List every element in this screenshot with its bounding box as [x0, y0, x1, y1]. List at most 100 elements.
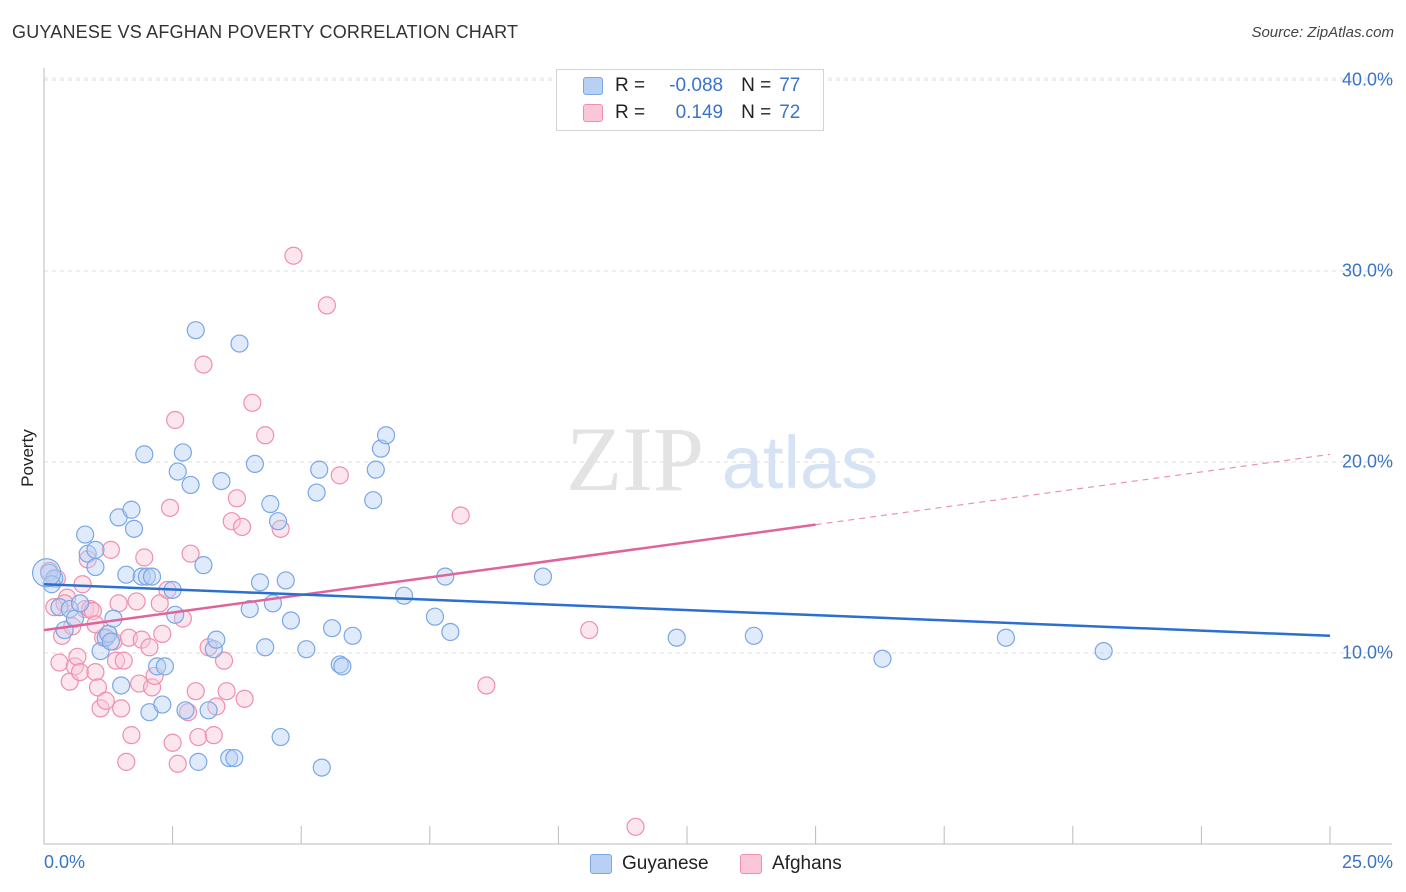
guyanese-point — [124, 519, 144, 538]
afghans-trend-line-extension — [815, 453, 1331, 526]
afghans-point — [222, 512, 241, 531]
guyanese-point — [271, 727, 290, 747]
guyanese-point — [1094, 641, 1113, 661]
guyanese-point — [220, 748, 239, 768]
afghans-point — [132, 630, 151, 649]
afghans-point — [330, 466, 349, 485]
afghans-point — [140, 638, 159, 657]
guyanese-point — [281, 611, 301, 630]
guyanese-point — [343, 626, 362, 645]
guyanese-point — [330, 655, 349, 674]
y-tick-label: 10.0% — [1341, 642, 1393, 663]
trend-lines — [43, 453, 1331, 638]
afghans-point — [101, 540, 120, 559]
guyanese-point — [744, 626, 763, 645]
legend-item-guyanese[interactable]: Guyanese — [590, 850, 709, 878]
guyanese-point — [667, 628, 686, 647]
guyanese-point — [268, 512, 288, 531]
guyanese-point — [166, 605, 185, 624]
guyanese-point — [153, 695, 172, 714]
afghans-point — [86, 662, 105, 682]
guyanese-point — [276, 571, 295, 590]
guyanese-point-cluster — [31, 558, 62, 588]
guyanese-point — [168, 462, 187, 481]
afghans-point — [106, 651, 126, 670]
afghans-point — [235, 689, 254, 708]
guyanese-point — [322, 619, 342, 638]
guyanese-point — [142, 567, 162, 586]
guyanese-point — [70, 594, 90, 613]
afghans-point — [204, 726, 223, 745]
guyanese-point — [425, 607, 445, 626]
guyanese-point — [173, 443, 192, 462]
afghans-point — [78, 550, 97, 569]
afghans-point — [166, 410, 185, 430]
n-value: 77 — [779, 75, 801, 96]
afghans-point — [477, 676, 496, 695]
y-tick-label: 30.0% — [1341, 260, 1393, 281]
afghans-point — [243, 393, 262, 412]
afghans-point — [160, 498, 180, 517]
guyanese-point — [371, 439, 391, 458]
y-tick-label: 20.0% — [1341, 451, 1393, 472]
guyanese-point — [533, 567, 553, 586]
watermark: ZIP atlas — [566, 408, 878, 510]
afghans-point — [194, 355, 213, 374]
guyanese-point — [297, 640, 316, 659]
afghans-point — [181, 544, 200, 563]
guyanese-point — [122, 500, 141, 519]
r-label: R = — [615, 102, 646, 123]
guyanese-point — [135, 445, 154, 464]
legend-item-afghans[interactable]: Afghans — [740, 850, 842, 878]
guyanese-point — [189, 752, 208, 771]
guyanese-legend-swatch — [590, 854, 612, 874]
afghans-point — [88, 678, 108, 697]
gridlines — [44, 77, 1392, 654]
guyanese-point — [86, 540, 105, 559]
guyanese-point — [873, 649, 892, 668]
legend-label-guyanese: Guyanese — [622, 853, 709, 874]
afghans-point — [135, 548, 154, 567]
afghans-point — [232, 517, 252, 537]
guyanese-point — [40, 563, 59, 582]
guyanese-point — [230, 334, 249, 353]
afghans-point — [256, 426, 275, 445]
afghans-point — [122, 726, 141, 745]
afghans-point — [284, 246, 303, 265]
guyanese-point — [261, 494, 280, 514]
afghans-point — [109, 594, 128, 613]
afghans-point — [163, 733, 182, 752]
afghans-point — [153, 624, 172, 644]
guyanese-point — [155, 657, 174, 676]
guyanese-point — [212, 472, 231, 491]
guyanese-point — [199, 701, 218, 720]
guyanese-point — [112, 676, 131, 695]
afghans-point — [68, 647, 87, 666]
y-tick-label: 40.0% — [1341, 69, 1393, 90]
guyanese-point — [364, 491, 383, 510]
guyanese-point — [394, 586, 414, 605]
watermark-zip: ZIP — [566, 408, 704, 510]
afghans-legend-swatch — [740, 854, 762, 874]
guyanese-point — [137, 567, 156, 586]
afghans-point — [73, 575, 92, 594]
axes — [43, 68, 1392, 845]
guyanese-point — [250, 573, 270, 592]
afghans-point — [626, 817, 645, 836]
guyanese-point — [60, 599, 79, 619]
afghans-point — [189, 727, 208, 747]
guyanese-point — [101, 632, 120, 651]
guyanese-point — [186, 321, 205, 340]
afghans-point — [217, 682, 236, 701]
afghans-point — [168, 754, 187, 773]
guyanese-trend-line — [43, 582, 1331, 638]
r-value: 0.149 — [675, 102, 724, 123]
n-value: 72 — [779, 102, 801, 123]
guyanese-point — [376, 426, 396, 445]
guyanese-point — [441, 622, 460, 642]
guyanese-point — [310, 460, 329, 479]
afghans-point — [96, 691, 115, 710]
guyanese-point — [307, 483, 326, 502]
afghans-trend-line — [43, 523, 816, 632]
